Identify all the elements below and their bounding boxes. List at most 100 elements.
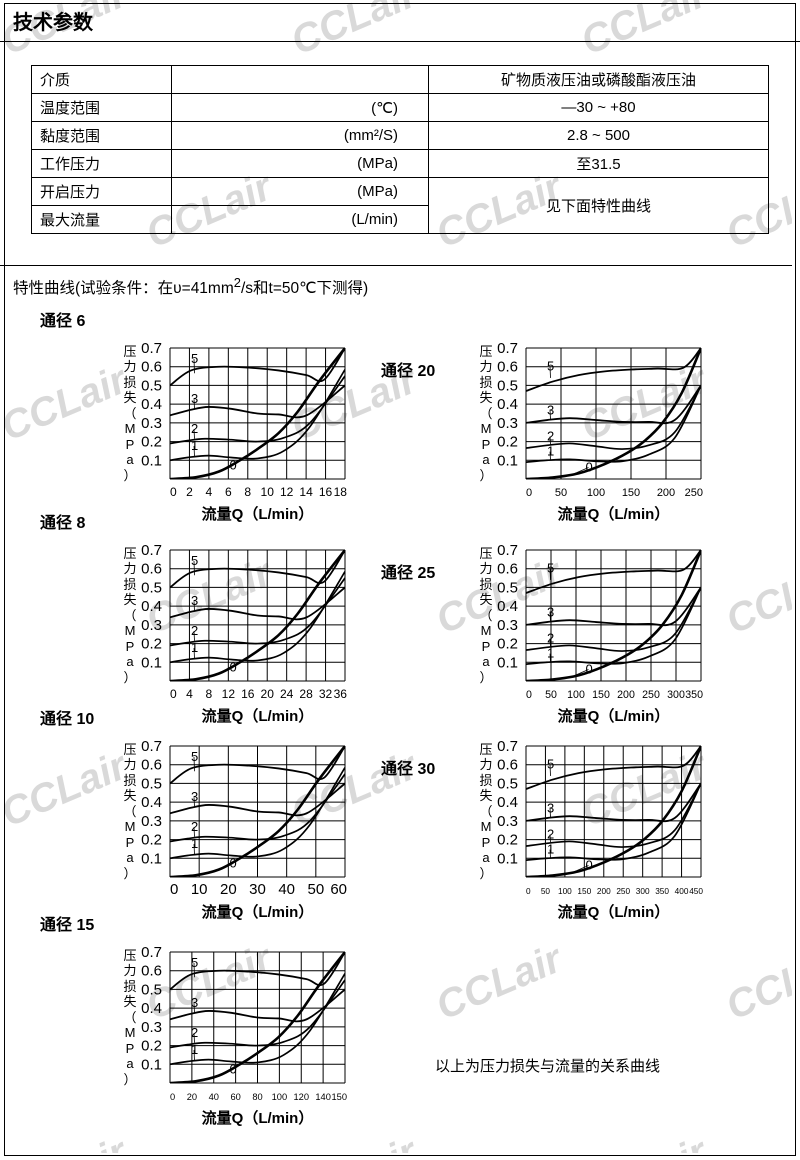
svg-text:2: 2	[186, 485, 193, 499]
svg-text:12: 12	[222, 687, 236, 701]
svg-text:150: 150	[622, 487, 640, 499]
svg-text:100: 100	[567, 689, 585, 701]
svg-text:0.3: 0.3	[141, 813, 162, 830]
svg-text:200: 200	[617, 689, 635, 701]
svg-text:0.5: 0.5	[141, 981, 162, 998]
svg-text:0.1: 0.1	[141, 452, 162, 469]
svg-text:0.5: 0.5	[497, 579, 518, 596]
svg-text:0.1: 0.1	[497, 452, 518, 469]
svg-text:0.7: 0.7	[141, 542, 162, 559]
svg-text:0.2: 0.2	[141, 434, 162, 451]
svg-text:20: 20	[220, 881, 237, 898]
svg-text:250: 250	[685, 487, 703, 499]
svg-text:0.2: 0.2	[497, 636, 518, 653]
svg-text:0: 0	[230, 660, 237, 675]
svg-text:250: 250	[616, 887, 630, 896]
svg-text:0.5: 0.5	[141, 579, 162, 596]
svg-text:32: 32	[319, 687, 333, 701]
svg-text:5: 5	[547, 560, 554, 575]
svg-text:100: 100	[587, 487, 605, 499]
svg-text:200: 200	[597, 887, 611, 896]
svg-text:8: 8	[244, 485, 251, 499]
svg-text:60: 60	[330, 881, 347, 898]
svg-text:0.3: 0.3	[141, 415, 162, 432]
svg-text:16: 16	[241, 687, 255, 701]
svg-text:300: 300	[636, 887, 650, 896]
svg-text:0.2: 0.2	[141, 832, 162, 849]
svg-text:0.3: 0.3	[497, 415, 518, 432]
svg-text:0: 0	[586, 662, 593, 677]
svg-text:50: 50	[545, 689, 557, 701]
svg-text:0.4: 0.4	[497, 598, 518, 615]
svg-text:5: 5	[547, 358, 554, 373]
svg-text:250: 250	[642, 689, 660, 701]
svg-text:120: 120	[293, 1092, 309, 1102]
svg-text:5: 5	[547, 756, 554, 771]
svg-text:20: 20	[187, 1092, 197, 1102]
svg-text:12: 12	[280, 485, 294, 499]
svg-text:40: 40	[278, 881, 295, 898]
svg-text:0: 0	[230, 458, 237, 473]
svg-text:24: 24	[280, 687, 294, 701]
svg-text:5: 5	[191, 955, 198, 970]
svg-text:8: 8	[206, 687, 213, 701]
svg-text:18: 18	[334, 485, 348, 499]
svg-text:0: 0	[170, 1092, 175, 1102]
svg-text:150: 150	[577, 887, 591, 896]
svg-text:0.6: 0.6	[141, 757, 162, 774]
svg-text:450: 450	[689, 887, 703, 896]
svg-text:60: 60	[230, 1092, 240, 1102]
svg-text:140: 140	[315, 1092, 331, 1102]
svg-text:0.3: 0.3	[141, 617, 162, 634]
svg-text:0.3: 0.3	[141, 1019, 162, 1036]
svg-text:0: 0	[230, 856, 237, 871]
svg-text:400: 400	[675, 887, 689, 896]
svg-text:50: 50	[555, 487, 567, 499]
svg-text:0.4: 0.4	[141, 396, 162, 413]
svg-text:0.5: 0.5	[141, 775, 162, 792]
svg-text:0.3: 0.3	[497, 813, 518, 830]
svg-text:0.1: 0.1	[141, 1056, 162, 1073]
svg-text:28: 28	[299, 687, 313, 701]
svg-text:20: 20	[261, 687, 275, 701]
svg-text:5: 5	[191, 553, 198, 568]
svg-text:50: 50	[541, 887, 551, 896]
svg-text:0.1: 0.1	[141, 654, 162, 671]
svg-text:0.5: 0.5	[497, 775, 518, 792]
svg-text:0: 0	[170, 485, 177, 499]
svg-text:0: 0	[230, 1062, 237, 1077]
svg-text:0.7: 0.7	[497, 738, 518, 755]
svg-text:0.4: 0.4	[497, 396, 518, 413]
svg-text:0.6: 0.6	[497, 359, 518, 376]
svg-text:0.7: 0.7	[141, 340, 162, 357]
svg-text:0.7: 0.7	[141, 944, 162, 961]
svg-text:0.2: 0.2	[141, 636, 162, 653]
svg-text:4: 4	[186, 687, 193, 701]
svg-text:5: 5	[191, 749, 198, 764]
svg-text:0.1: 0.1	[497, 654, 518, 671]
svg-text:0: 0	[526, 887, 531, 896]
svg-text:0.5: 0.5	[141, 377, 162, 394]
svg-text:14: 14	[299, 485, 313, 499]
svg-text:0: 0	[170, 881, 178, 898]
svg-text:0.7: 0.7	[497, 542, 518, 559]
svg-text:6: 6	[225, 485, 232, 499]
svg-text:100: 100	[558, 887, 572, 896]
svg-text:0: 0	[526, 487, 532, 499]
svg-text:0.4: 0.4	[141, 598, 162, 615]
svg-text:50: 50	[307, 881, 324, 898]
svg-text:40: 40	[209, 1092, 219, 1102]
svg-text:0.7: 0.7	[497, 340, 518, 357]
svg-text:10: 10	[261, 485, 275, 499]
svg-text:0.4: 0.4	[141, 1000, 162, 1017]
svg-text:0.6: 0.6	[141, 963, 162, 980]
svg-text:200: 200	[657, 487, 675, 499]
svg-text:0.5: 0.5	[497, 377, 518, 394]
svg-text:10: 10	[191, 881, 208, 898]
svg-text:0.6: 0.6	[497, 561, 518, 578]
svg-text:0: 0	[586, 858, 593, 873]
svg-text:0.6: 0.6	[497, 757, 518, 774]
svg-text:0: 0	[586, 460, 593, 475]
svg-text:0.6: 0.6	[141, 359, 162, 376]
svg-text:0.4: 0.4	[141, 794, 162, 811]
